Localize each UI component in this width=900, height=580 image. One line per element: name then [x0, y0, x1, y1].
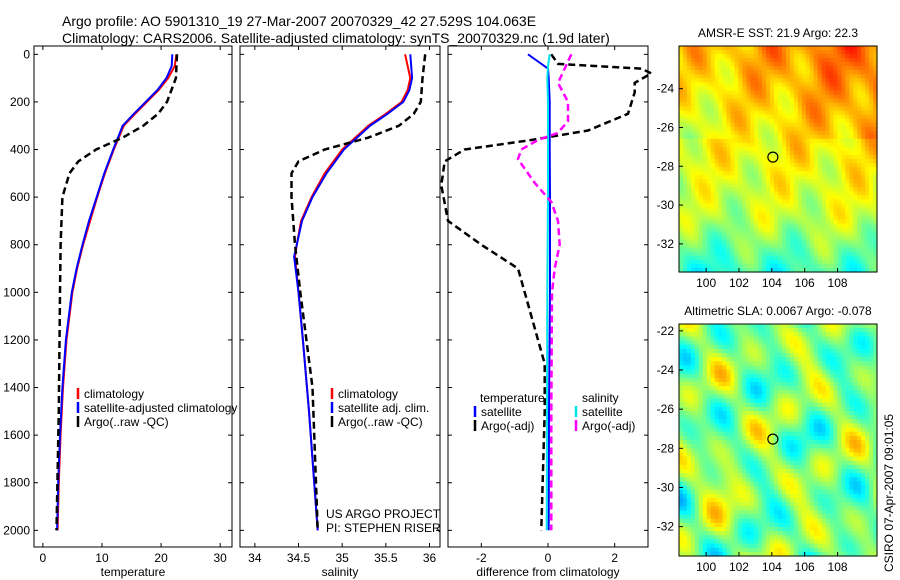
x-tick-label: 35.5: [374, 551, 398, 565]
map-frame: [678, 45, 878, 273]
legend-label: Argo(..raw -QC): [84, 415, 169, 429]
title-line-2: Climatology: CARS2006. Satellite-adjuste…: [62, 30, 610, 46]
series-line-salinity-argo-adj-: [516, 53, 573, 531]
argo-location-marker: [767, 151, 779, 163]
x-tick-label: -2: [476, 551, 487, 565]
y-tick-label: 400: [10, 143, 30, 157]
series-line-satellite-adj-clim-: [293, 54, 414, 531]
x-tick-label: 34.5: [287, 551, 311, 565]
legend-label: Argo(-adj): [481, 419, 534, 433]
lon-tick-label: 108: [828, 560, 848, 574]
y-tick-label: 1200: [3, 333, 30, 347]
legend-label: satellite adj. clim.: [338, 401, 429, 415]
lat-tick-label: -28: [657, 441, 675, 455]
y-tick-label: 2000: [3, 523, 30, 537]
lat-tick-label: -30: [657, 480, 675, 494]
x-axis-label: difference from climatology: [476, 565, 619, 579]
legend-label: satellite: [481, 405, 522, 419]
csiro-credit: CSIRO 07-Apr-2007 09:01:05: [882, 414, 896, 572]
map-frame: [678, 323, 878, 557]
lon-tick-label: 100: [696, 560, 716, 574]
legend-label: climatology: [84, 387, 144, 401]
project-credit-line-2: PI: STEPHEN RISER: [326, 521, 441, 535]
legend-group-salinity: salinity: [582, 391, 619, 405]
lon-tick-label: 104: [762, 560, 782, 574]
x-axis-label: salinity: [322, 565, 359, 579]
legend-label: climatology: [338, 387, 398, 401]
y-tick-label: 0: [23, 47, 30, 61]
lat-tick-label: -32: [657, 520, 675, 534]
x-axis-label: temperature: [101, 565, 166, 579]
lat-tick-label: -26: [657, 120, 675, 134]
lon-tick-label: 108: [828, 276, 848, 290]
lat-tick-label: -32: [657, 237, 675, 251]
profile-panel-1: [33, 45, 233, 548]
lat-tick-label: -24: [657, 82, 675, 96]
y-tick-label: 1000: [3, 285, 30, 299]
lon-tick-label: 102: [729, 276, 749, 290]
y-tick-label: 800: [10, 238, 30, 252]
x-tick-label: 20: [154, 551, 168, 565]
title-line-1: Argo profile: AO 5901310_19 27-Mar-2007 …: [62, 13, 536, 29]
map-field: [679, 324, 878, 557]
x-tick-label: 35: [336, 551, 350, 565]
x-tick-label: 0: [40, 551, 47, 565]
x-tick-label: 30: [213, 551, 227, 565]
project-credit-line-1: US ARGO PROJECT: [326, 507, 441, 521]
legend-label: satellite-adjusted climatology: [84, 401, 237, 415]
lat-tick-label: -24: [657, 363, 675, 377]
map-title: Altimetric SLA: 0.0067 Argo: -0.078: [684, 304, 872, 318]
map-field: [679, 46, 878, 273]
series-line-argo-raw-qc-: [290, 54, 427, 531]
sla-map: [678, 323, 878, 557]
series-line-argo-raw-qc-: [55, 54, 179, 531]
legend-label: Argo(..raw -QC): [338, 415, 423, 429]
lat-tick-label: -26: [657, 402, 675, 416]
lon-tick-label: 106: [795, 276, 815, 290]
plot-frame: [33, 45, 233, 548]
y-tick-label: 1600: [3, 428, 30, 442]
series-line-satellite-adjusted-climatology: [56, 54, 174, 531]
x-tick-label: 2: [611, 551, 618, 565]
legend-label: Argo(-adj): [582, 419, 635, 433]
lon-tick-label: 102: [729, 560, 749, 574]
lon-tick-label: 106: [795, 560, 815, 574]
series-line-salinity-satellite: [545, 54, 551, 531]
plot-frame: [239, 45, 441, 548]
map-title: AMSR-E SST: 21.9 Argo: 22.3: [698, 26, 858, 40]
y-tick-label: 600: [10, 190, 30, 204]
legend-label: satellite: [582, 405, 623, 419]
lat-tick-label: -30: [657, 198, 675, 212]
x-tick-label: 34: [248, 551, 262, 565]
y-tick-label: 1800: [3, 476, 30, 490]
x-tick-label: 0: [545, 551, 552, 565]
lon-tick-label: 104: [762, 276, 782, 290]
argo-location-marker: [767, 433, 779, 445]
profile-panel-3: [440, 45, 654, 548]
series-line-temperature-satellite: [527, 53, 551, 531]
lon-tick-label: 100: [696, 276, 716, 290]
x-tick-label: 36: [423, 551, 437, 565]
lat-tick-label: -22: [657, 324, 675, 338]
profile-panel-2: [239, 45, 441, 548]
y-tick-label: 200: [10, 95, 30, 109]
y-tick-label: 1400: [3, 381, 30, 395]
sst-map: [678, 45, 878, 273]
x-tick-label: 10: [95, 551, 109, 565]
legend-group-temperature: temperature: [480, 391, 545, 405]
lat-tick-label: -28: [657, 159, 675, 173]
